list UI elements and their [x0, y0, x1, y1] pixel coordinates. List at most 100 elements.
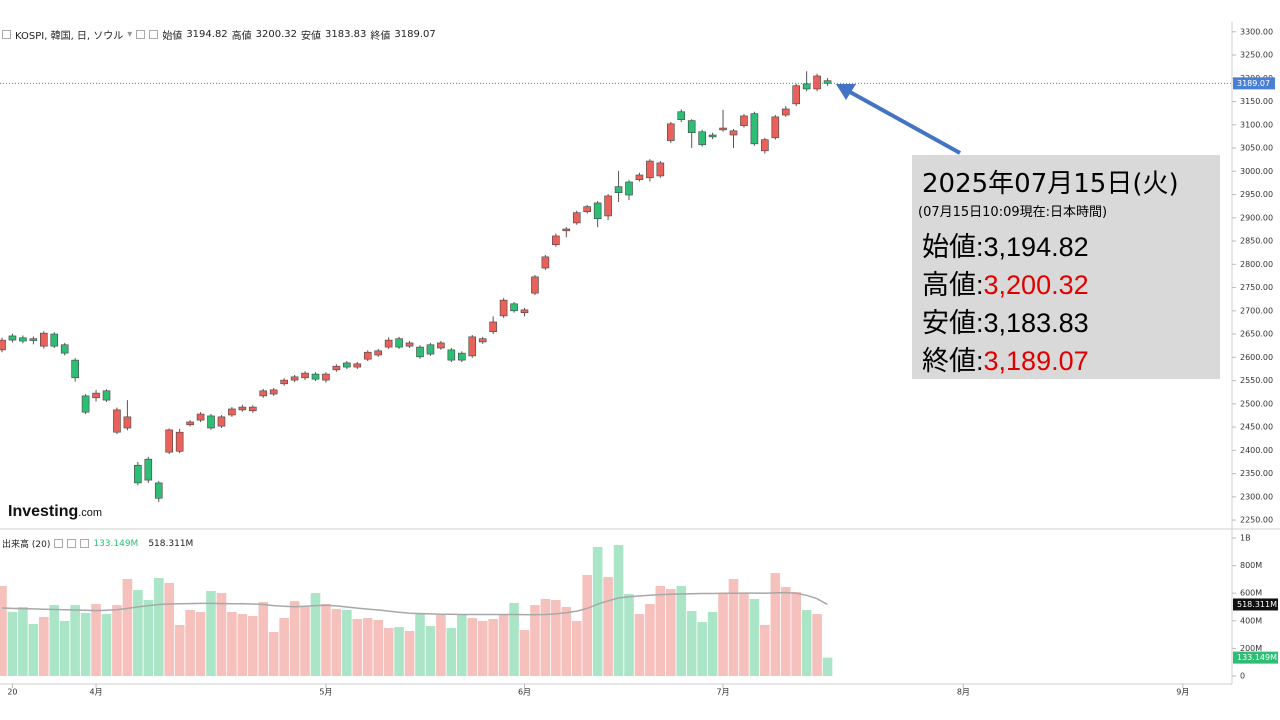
volume-header: 出来高 (20) 133.149M 518.311M	[2, 537, 194, 551]
candle-body	[29, 338, 38, 341]
candle-body	[175, 431, 184, 452]
visibility-icon[interactable]	[54, 539, 64, 548]
y-tick-label: 3150.00	[1240, 97, 1273, 106]
candle-body	[771, 116, 780, 139]
volume-bar	[289, 601, 300, 676]
volume-bar	[49, 605, 60, 676]
candle-body	[186, 421, 194, 426]
candle-body	[165, 429, 173, 453]
annotation-value: 3,189.07	[983, 346, 1089, 376]
volume-bar	[498, 615, 509, 676]
candle-body	[729, 130, 738, 136]
volume-bar	[477, 620, 488, 676]
volume-bar	[592, 546, 603, 676]
candle-body	[395, 338, 403, 348]
candle-body	[823, 80, 832, 84]
volume-bar	[143, 599, 154, 676]
candle-body	[280, 379, 288, 385]
collapse-icon[interactable]	[2, 30, 11, 39]
volume-bar	[216, 593, 227, 676]
volume-bar	[540, 598, 551, 676]
volume-bar	[101, 614, 112, 676]
candle-body	[698, 131, 706, 146]
annotation-row: 安値:3,183.83	[922, 301, 1089, 340]
volume-bar	[415, 612, 425, 676]
candle-body	[343, 362, 351, 368]
volume-bar	[760, 624, 770, 676]
ma-tag	[1233, 598, 1278, 611]
volume-bar	[519, 630, 530, 676]
volume-ma-value: 518.311M	[148, 538, 194, 549]
volume-bar	[624, 594, 634, 676]
volume-bar	[467, 618, 478, 676]
volume-bar	[812, 614, 822, 676]
candle-body	[761, 139, 769, 152]
candle-body	[541, 256, 550, 269]
volume-bar	[383, 627, 394, 676]
candle-body	[457, 352, 466, 361]
volume-bar	[676, 586, 687, 676]
candle-body	[646, 160, 654, 179]
volume-title: 出来高 (20)	[2, 540, 51, 550]
dropdown-icon[interactable]: ▾	[127, 29, 133, 40]
candle-body	[374, 350, 383, 356]
y-tick-label: 2850.00	[1240, 237, 1273, 246]
settings-icon[interactable]	[67, 539, 77, 548]
candle-body	[572, 212, 581, 224]
candle-body	[802, 83, 811, 90]
candle-body	[113, 409, 121, 433]
last-price-tag	[1233, 77, 1275, 90]
candle-body	[656, 162, 665, 177]
volume-bar	[300, 607, 310, 676]
y-tick-label: 3250.00	[1240, 51, 1273, 60]
close-icon[interactable]	[80, 539, 90, 548]
volume-bar	[551, 599, 561, 676]
volume-bar	[258, 602, 269, 676]
candle-body	[384, 339, 393, 348]
candle-body	[583, 206, 592, 213]
candle-body	[531, 276, 539, 294]
y-tick-label: 2500.00	[1240, 399, 1273, 408]
candle-body	[50, 333, 59, 347]
volume-bar	[509, 602, 519, 676]
volume-bar	[530, 605, 540, 676]
y-tick-label: 2550.00	[1240, 376, 1273, 385]
last-price-label: 3189.07	[1237, 79, 1270, 88]
volume-bar	[582, 574, 592, 676]
volume-bar	[739, 593, 749, 676]
volume-bar	[321, 603, 331, 676]
candle-body	[363, 351, 372, 360]
volume-bar	[613, 545, 624, 676]
annotation-row: 高値:3,200.32	[922, 263, 1089, 302]
candle-body	[447, 349, 456, 361]
candle-body	[562, 228, 571, 232]
annotation-date: 2025年07月15日(火)	[922, 169, 1179, 199]
volume-bar	[28, 623, 39, 676]
y-tick-label: 2450.00	[1240, 423, 1273, 432]
x-tick-label: 6月	[518, 688, 531, 697]
candle-body	[687, 120, 696, 133]
candle-body	[102, 390, 111, 401]
candle-body	[19, 337, 27, 342]
y-tick-label: 2250.00	[1240, 516, 1273, 525]
y-tick-label: 2900.00	[1240, 213, 1273, 222]
volume-bar	[237, 614, 248, 676]
candle-body	[813, 75, 821, 90]
chart-title: KOSPI, 韓国, 日, ソウル	[15, 31, 124, 42]
volume-bar	[571, 620, 582, 676]
watermark-brand: Investing	[8, 503, 79, 520]
annotation-value: 3,200.32	[983, 270, 1089, 300]
visibility-icon[interactable]	[136, 30, 146, 39]
volume-bar	[279, 618, 289, 676]
open-label: 始値	[162, 31, 183, 42]
close-label: 終値	[370, 31, 391, 42]
candle-body	[625, 181, 633, 196]
volume-bar	[488, 619, 498, 676]
candle-body	[353, 363, 362, 368]
settings-icon[interactable]	[149, 30, 159, 39]
volume-bar	[7, 611, 18, 676]
y-tick-label: 3300.00	[1240, 27, 1273, 36]
volume-bar	[164, 582, 174, 676]
volume-bar	[331, 608, 342, 676]
annotation-arrow	[836, 84, 961, 155]
